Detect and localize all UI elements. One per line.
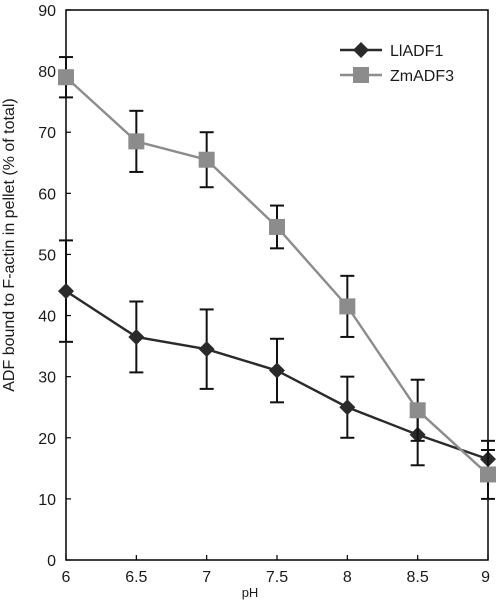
y-tick-label: 20 — [38, 431, 56, 448]
axes — [65, 9, 489, 561]
x-tick-label: 6 — [62, 569, 71, 586]
diamond-marker — [198, 341, 215, 358]
square-marker — [198, 151, 215, 168]
square-marker — [409, 402, 426, 419]
legend-diamond-marker — [353, 42, 369, 58]
series-layer — [58, 56, 496, 500]
diamond-marker — [58, 283, 74, 300]
plot-frame — [65, 9, 489, 561]
y-tick-label: 10 — [38, 492, 56, 509]
diamond-marker — [269, 362, 285, 379]
legend: LlADF1 ZmADF3 — [340, 42, 454, 85]
tick-labels: 0 10 20 30 40 50 60 70 80 90 6 6.5 7 7.5 8 8.5 9 — [38, 3, 490, 586]
legend-item-lladf1: LlADF1 — [340, 42, 443, 60]
x-tick-label: 6.5 — [125, 569, 147, 586]
series-zmadf3 — [58, 56, 496, 500]
x-tick-label: 8 — [343, 569, 352, 586]
series-lladf1 — [58, 239, 496, 479]
legend-square-marker — [353, 67, 369, 83]
y-tick-label: 40 — [38, 309, 56, 326]
square-marker — [480, 466, 496, 483]
x-tick-label: 7 — [202, 569, 211, 586]
x-tick-label: 9 — [481, 569, 490, 586]
y-tick-label: 80 — [38, 64, 56, 81]
y-tick-label: 30 — [38, 370, 56, 387]
square-marker — [269, 218, 285, 235]
legend-label: ZmADF3 — [390, 68, 454, 85]
x-tick-label: 7.5 — [266, 569, 288, 586]
square-marker — [128, 133, 145, 150]
diamond-marker — [128, 328, 145, 345]
y-tick-label: 50 — [38, 247, 56, 264]
x-axis-label: pH — [242, 585, 259, 600]
x-tick-label: 8.5 — [407, 569, 429, 586]
square-marker — [339, 298, 356, 315]
y-axis-label: ADF bound to F-actin in pellet (% of tot… — [1, 98, 18, 391]
y-tick-label: 0 — [47, 553, 56, 570]
diamond-marker — [339, 399, 356, 416]
square-marker — [58, 69, 74, 86]
y-tick-label: 60 — [38, 186, 56, 203]
legend-label: LlADF1 — [390, 43, 443, 60]
legend-item-zmadf3: ZmADF3 — [340, 67, 454, 85]
y-tick-label: 90 — [38, 3, 56, 20]
y-tick-label: 70 — [38, 125, 56, 142]
